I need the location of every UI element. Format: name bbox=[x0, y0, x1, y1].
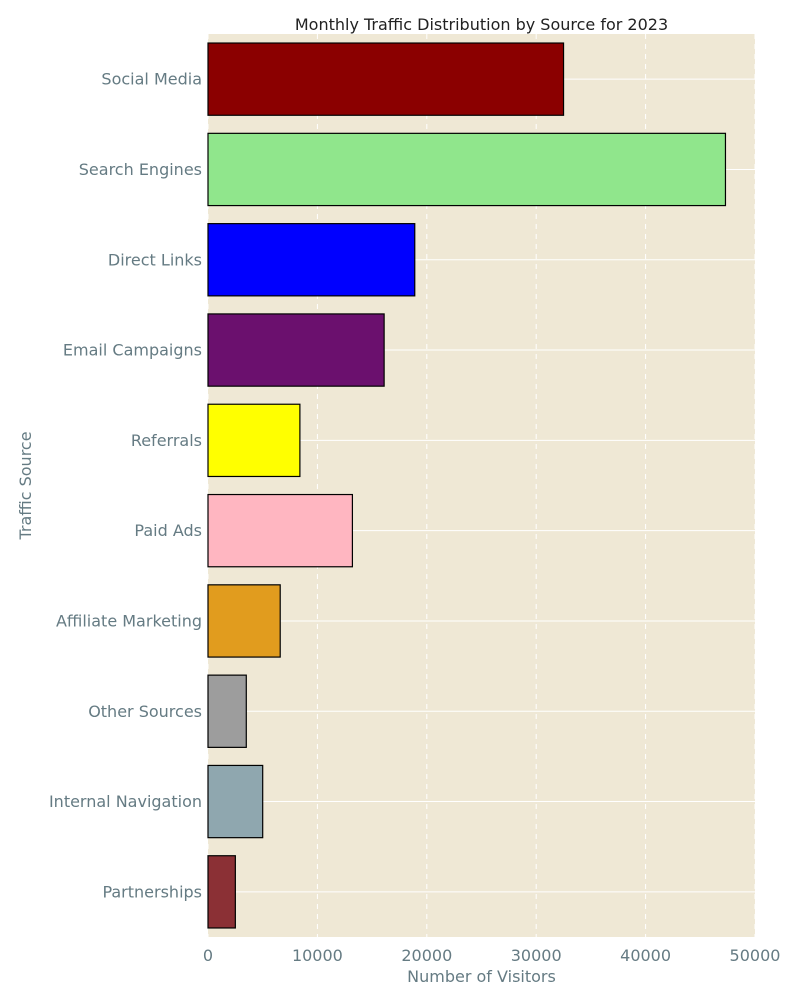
bars bbox=[207, 42, 727, 929]
x-tick-label: 50000 bbox=[730, 946, 781, 965]
bar-partnerships bbox=[207, 855, 236, 929]
y-tick-label: Other Sources bbox=[88, 702, 202, 721]
y-axis-label: Traffic Source bbox=[16, 431, 35, 540]
y-tick-label: Email Campaigns bbox=[63, 341, 202, 360]
y-tick-label: Affiliate Marketing bbox=[56, 611, 202, 630]
y-tick-label: Search Engines bbox=[79, 160, 202, 179]
x-axis-label: Number of Visitors bbox=[407, 967, 556, 986]
x-tick-label: 30000 bbox=[511, 946, 562, 965]
x-tick-labels: 0 10000 20000 30000 40000 50000 bbox=[203, 946, 781, 965]
y-tick-label: Direct Links bbox=[108, 250, 202, 269]
x-tick-label: 40000 bbox=[620, 946, 671, 965]
bar-internal-navigation bbox=[207, 764, 264, 839]
bar-other-sources bbox=[207, 674, 247, 748]
y-tick-label: Social Media bbox=[101, 70, 202, 89]
y-tick-label: Referrals bbox=[131, 431, 202, 450]
bar-social-media bbox=[207, 42, 565, 116]
bar-email-campaigns bbox=[207, 313, 385, 387]
x-tick-label: 20000 bbox=[401, 946, 452, 965]
chart-title: Monthly Traffic Distribution by Source f… bbox=[295, 15, 668, 34]
x-tick-label: 0 bbox=[203, 946, 213, 965]
bar-direct-links bbox=[207, 223, 416, 297]
y-tick-label: Partnerships bbox=[102, 882, 202, 901]
bar-affiliate-marketing bbox=[207, 584, 281, 658]
bar-search-engines bbox=[207, 132, 727, 207]
y-tick-labels: Social Media Search Engines Direct Links Em… bbox=[49, 70, 202, 902]
y-tick-label: Internal Navigation bbox=[49, 792, 202, 811]
y-tick-label: Paid Ads bbox=[134, 521, 202, 540]
bar-referrals bbox=[207, 403, 301, 478]
bar-paid-ads bbox=[207, 493, 354, 568]
x-tick-label: 10000 bbox=[292, 946, 343, 965]
